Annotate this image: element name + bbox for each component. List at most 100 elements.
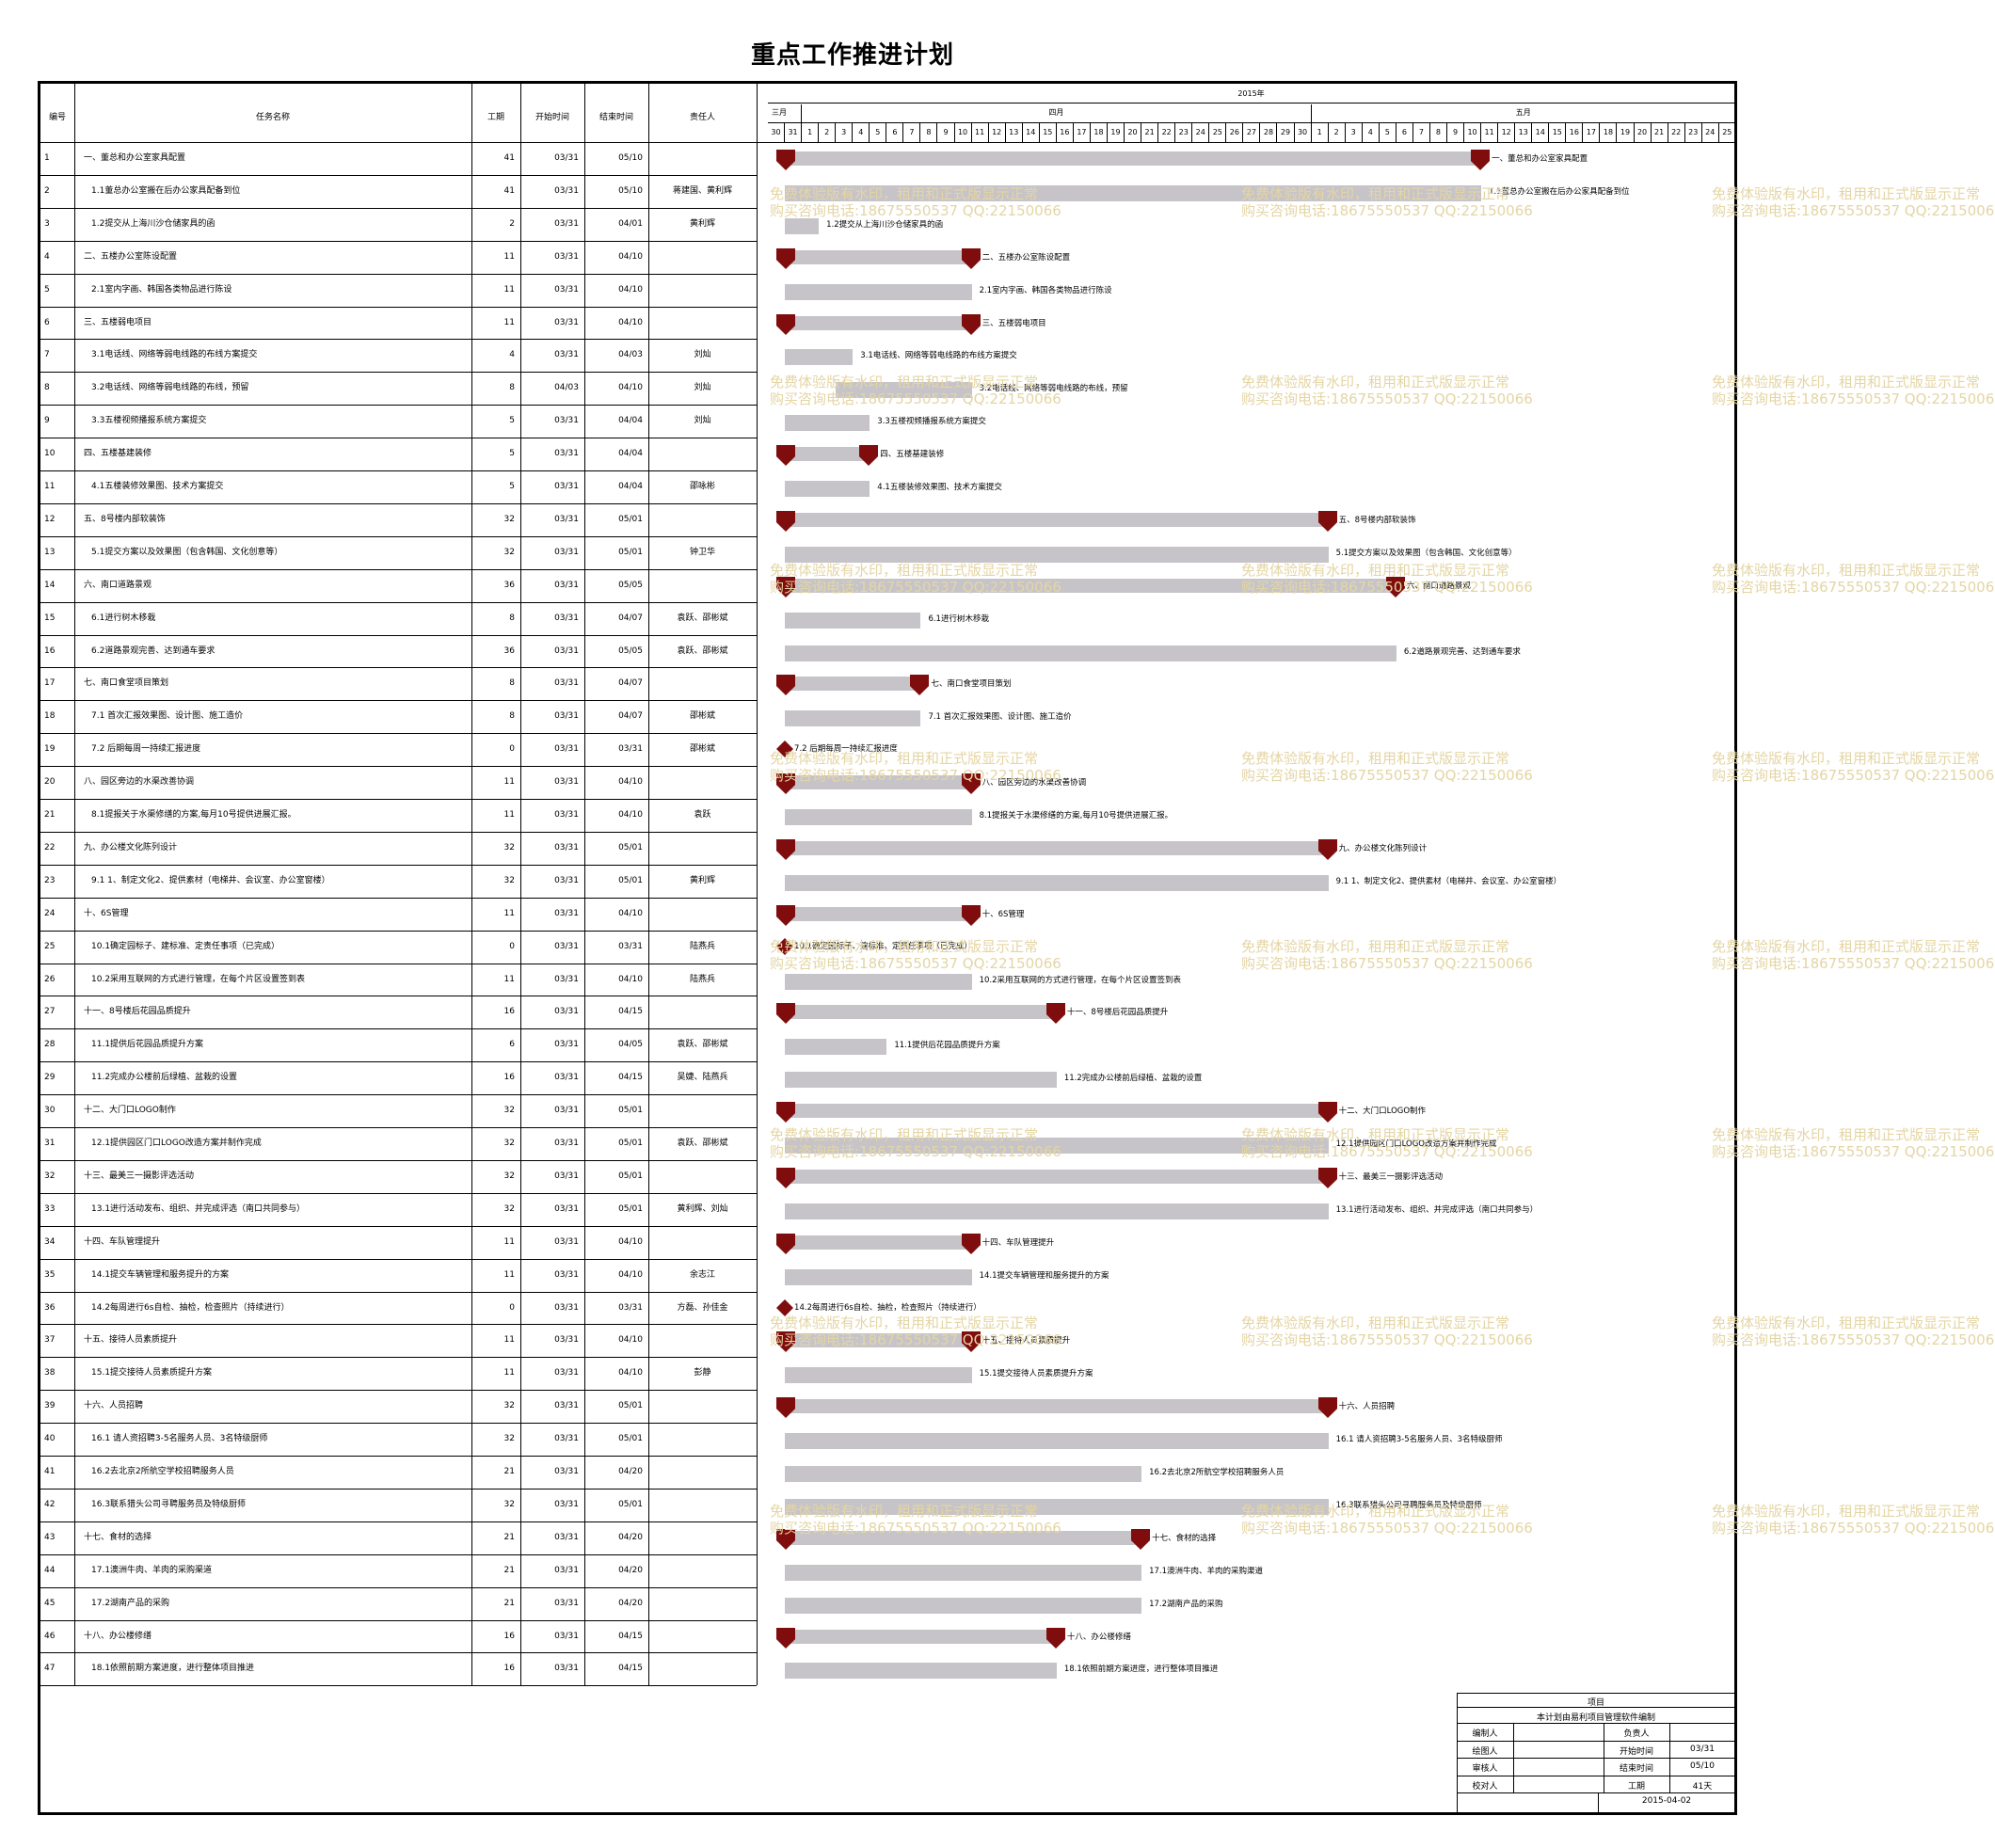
bar-label: 1.2提交从上海川沙仓储家具的函 (826, 219, 944, 230)
cell-owner (648, 898, 757, 931)
cell-id: 22 (44, 842, 56, 852)
table-row: 3 1.2提交从上海川沙仓储家具的函 2 03/31 04/01 黄利辉 (40, 208, 757, 241)
cell-id: 5 (44, 284, 50, 295)
cell-id: 31 (44, 1139, 56, 1148)
bar-label: 一、董总和办公室家具配置 (1492, 154, 1588, 164)
table-row: 34 十四、车队管理提升 11 03/31 04/10 (40, 1226, 757, 1259)
cell-name: 十五、接待人员素质提升 (84, 1335, 178, 1346)
row-divider (40, 1390, 757, 1392)
cell-end: 03/31 (618, 1302, 643, 1313)
cell-start: 03/31 (554, 580, 579, 590)
cell-owner: 黄利辉 (689, 875, 715, 885)
cell-id: 2 (44, 185, 50, 196)
cell-duration: 21 (503, 1467, 515, 1476)
cell-name: 二、五楼办公室陈设配置 (84, 251, 178, 262)
cell-owner (648, 274, 757, 307)
row-divider (40, 1521, 757, 1522)
cell-name: 十八、办公楼修缮 (84, 1631, 152, 1641)
row-divider (40, 733, 757, 735)
timeline-day: 21 (1652, 123, 1668, 142)
bar-label: 12.1提供园区门口LOGO改造方案并制作完成 (1335, 1139, 1497, 1149)
summary-bar (785, 249, 972, 264)
cell-duration: 32 (503, 514, 515, 524)
info-date: 2015-04-02 (1641, 1796, 1692, 1806)
cell-end: 04/01 (618, 218, 643, 229)
summary-bar (785, 447, 870, 462)
cell-duration: 2 (509, 218, 515, 229)
table-row: 4 二、五楼办公室陈设配置 11 03/31 04/10 (40, 241, 757, 274)
cell-owner (648, 1094, 757, 1127)
milestone-diamond-icon (776, 937, 794, 955)
task-bar (785, 481, 870, 497)
cell-duration: 11 (503, 317, 515, 327)
timeline-day: 4 (1363, 123, 1380, 142)
summary-marker-icon (961, 1233, 981, 1254)
cell-id: 24 (44, 908, 56, 918)
summary-marker-icon (776, 313, 796, 335)
cell-name: 11.2完成办公楼前后绿植、盆栽的设置 (91, 1073, 238, 1083)
summary-bar (785, 1333, 972, 1348)
watermark-text: 免费体验版有水印，租用和正式版显示正常 购买咨询电话:18675550537 QQ… (1241, 1314, 1533, 1348)
task-bar (785, 645, 1396, 661)
summary-bar (785, 151, 1482, 166)
watermark-line: 购买咨询电话:18675550537 QQ:22150066 (1712, 579, 1995, 596)
cell-id: 21 (44, 810, 56, 820)
cell-id: 12 (44, 514, 56, 524)
cell-duration: 32 (503, 842, 515, 852)
cell-start: 03/31 (554, 711, 579, 722)
row-divider (40, 1685, 757, 1687)
timeline-day: 1 (1312, 123, 1329, 142)
cell-start: 03/31 (554, 1106, 579, 1116)
cell-duration: 11 (503, 908, 515, 918)
cell-end: 05/01 (618, 842, 643, 852)
cell-end: 04/05 (618, 1040, 643, 1050)
cell-owner (648, 1554, 757, 1587)
cell-start: 03/31 (554, 251, 579, 262)
table-row: 31 12.1提供园区门口LOGO改造方案并制作完成 32 03/31 05/01 袁跃、… (40, 1127, 757, 1160)
summary-marker-icon (961, 773, 981, 795)
cell-owner: 吴婕、陆燕兵 (677, 1073, 728, 1083)
summary-marker-icon (776, 773, 796, 795)
table-row: 39 十六、人员招聘 32 03/31 05/01 (40, 1390, 757, 1423)
cell-start: 03/31 (554, 1171, 579, 1181)
column-divider (648, 84, 649, 1686)
cell-start: 03/31 (554, 153, 579, 163)
timeline-day: 28 (1260, 123, 1278, 142)
summary-marker-icon (776, 1102, 796, 1123)
timeline-day: 13 (1006, 123, 1023, 142)
watermark-line: 购买咨询电话:18675550537 QQ:22150066 (1712, 202, 1995, 219)
cell-duration: 0 (509, 941, 515, 951)
cell-name: 11.1提供后花园品质提升方案 (91, 1040, 204, 1050)
watermark-line: 免费体验版有水印，租用和正式版显示正常 (1712, 1503, 1981, 1520)
table-row: 18 7.1 首次汇报效果图、设计图、施工造价 8 03/31 04/07 邵彬斌 (40, 700, 757, 733)
cell-owner: 邵彬斌 (689, 711, 715, 722)
info-divider (1598, 1792, 1599, 1813)
timeline-day: 14 (1532, 123, 1550, 142)
cell-id: 6 (44, 317, 50, 327)
cell-end: 04/15 (618, 1664, 643, 1674)
task-bar (785, 874, 1329, 891)
task-bar (785, 1663, 1057, 1680)
timeline-month: 三月 (768, 104, 803, 122)
watermark-text: 免费体验版有水印，租用和正式版显示正常 购买咨询电话:18675550537 QQ… (1241, 1126, 1533, 1160)
cell-duration: 4 (509, 350, 515, 360)
watermark-text: 免费体验版有水印，租用和正式版显示正常 购买咨询电话:18675550537 QQ… (1241, 562, 1533, 596)
table-row: 35 14.1提交车辆管理和服务提升的方案 11 03/31 04/10 余志江 (40, 1259, 757, 1292)
watermark-line: 免费体验版有水印，租用和正式版显示正常 (770, 938, 1039, 955)
timeline-day: 6 (886, 123, 904, 142)
cell-end: 03/31 (618, 941, 643, 951)
cell-owner: 袁跃、邵彬斌 (677, 645, 728, 656)
watermark-text: 免费体验版有水印，租用和正式版显示正常 购买咨询电话:18675550537 QQ… (1241, 185, 1533, 219)
table-row: 25 10.1确定园标子、建标准、定责任事项（已完成） 0 03/31 03/31 陆燕兵 (40, 931, 757, 964)
cell-id: 35 (44, 1269, 56, 1280)
cell-name: 17.2湖南产品的采购 (91, 1598, 170, 1608)
table-row: 43 十七、食材的选择 21 03/31 04/20 (40, 1521, 757, 1554)
timeline-day: 30 (1295, 123, 1312, 142)
timeline-day: 11 (1481, 123, 1499, 142)
info-v2: 05/10 (1690, 1761, 1715, 1771)
cell-owner (648, 996, 757, 1028)
watermark-text: 免费体验版有水印，租用和正式版显示正常 购买咨询电话:18675550537 QQ… (770, 938, 1061, 972)
watermark-text: 免费体验版有水印，租用和正式版显示正常 购买咨询电话:18675550537 QQ… (770, 1314, 1061, 1348)
cell-duration: 36 (503, 645, 515, 656)
cell-end: 04/10 (618, 251, 643, 262)
